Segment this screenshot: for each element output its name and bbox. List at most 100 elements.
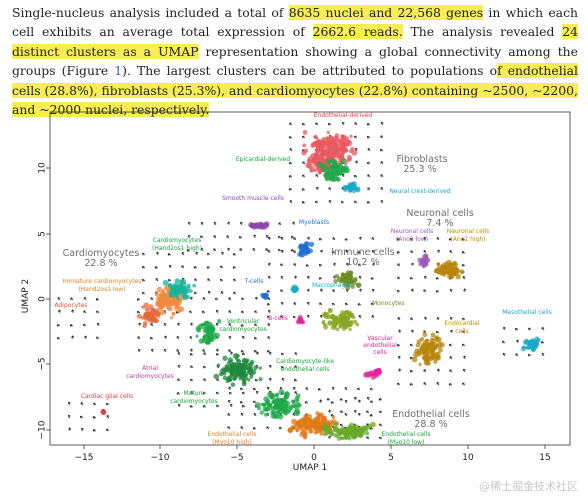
velocity-arrow <box>280 352 285 356</box>
group-label-neu2: 7.4 % <box>426 218 453 229</box>
velocity-arrow <box>200 247 204 252</box>
cell-clusters <box>100 130 541 441</box>
velocity-arrow <box>398 368 402 373</box>
velocity-arrow <box>203 378 207 382</box>
velocity-arrow <box>202 297 206 301</box>
velocity-arrow <box>409 237 414 241</box>
velocity-arrow <box>294 365 298 369</box>
velocity-arrow <box>106 415 110 419</box>
velocity-arrow <box>177 403 181 408</box>
velocity-arrow <box>228 297 232 301</box>
velocity-arrow <box>233 278 237 282</box>
velocity-arrow <box>292 315 297 319</box>
y-tick-label: −10 <box>38 420 48 439</box>
velocity-arrow <box>345 250 349 254</box>
velocity-arrow <box>319 288 324 293</box>
velocity-arrow <box>253 412 257 417</box>
velocity-arrow <box>370 302 375 306</box>
velocity-arrow <box>514 327 519 331</box>
velocity-arrow <box>371 237 375 241</box>
velocity-arrow <box>193 265 198 270</box>
velocity-arrow <box>463 355 467 360</box>
velocity-arrow <box>450 329 454 334</box>
velocity-arrow <box>358 275 362 280</box>
velocity-arrow <box>380 174 384 178</box>
velocity-arrow <box>436 237 440 241</box>
velocity-arrow <box>301 135 306 139</box>
b-cells-cluster <box>296 315 306 325</box>
monocytes-cluster <box>333 270 362 291</box>
velocity-arrow <box>233 291 237 295</box>
velocity-arrow <box>203 352 207 356</box>
velocity-arrow <box>187 234 191 239</box>
velocity-arrow <box>141 291 146 295</box>
paragraph-text: representation showing a global connecti… <box>12 43 578 79</box>
paragraph-text: ). The largest clusters can be attribute… <box>122 63 498 79</box>
velocity-arrow <box>340 200 345 204</box>
ventricular-cardiomyocytes-cluster <box>195 318 222 345</box>
velocity-arrow <box>105 402 110 406</box>
velocity-arrow <box>302 161 306 165</box>
velocity-arrow <box>239 400 244 404</box>
velocity-arrow <box>502 352 506 357</box>
velocity-arrow <box>449 369 453 373</box>
cluster-label-adipo: Adipocytes <box>55 302 88 309</box>
velocity-arrow <box>215 309 219 314</box>
velocity-arrow <box>332 289 336 293</box>
paragraph-text: The analysis revealed <box>402 24 563 40</box>
velocity-arrow <box>227 426 231 430</box>
velocity-arrow <box>372 262 376 267</box>
velocity-arrow <box>318 237 323 241</box>
velocity-arrow <box>410 317 414 321</box>
velocity-arrow <box>71 309 75 314</box>
velocity-arrow <box>293 378 298 382</box>
velocity-arrow <box>301 200 306 205</box>
velocity-arrow <box>278 426 283 430</box>
figure-reference-link[interactable]: 1 <box>114 63 123 79</box>
velocity-arrow <box>238 235 243 239</box>
group-label-imm1: Immune cells <box>331 247 395 258</box>
velocity-arrow <box>541 352 545 357</box>
velocity-arrow <box>255 390 259 395</box>
velocity-arrow <box>213 248 217 252</box>
velocity-arrow <box>380 121 384 126</box>
group-label-imm2: 10.2 % <box>346 257 379 268</box>
velocity-arrow <box>344 412 348 417</box>
velocity-arrow <box>515 353 519 357</box>
velocity-arrow <box>366 135 371 139</box>
velocity-arrow <box>353 396 357 401</box>
y-tick-label: 5 <box>38 231 48 237</box>
neuronal-ano2-cluster <box>417 253 431 269</box>
velocity-arrow <box>268 351 272 356</box>
velocity-arrow <box>409 369 414 373</box>
velocity-arrow <box>333 262 337 267</box>
velocity-arrow <box>357 387 361 391</box>
x-tick-label: 5 <box>388 453 394 463</box>
t-cells-cluster <box>260 292 269 300</box>
velocity-arrow <box>227 413 231 417</box>
cluster-label-neuAno1b: (Ano1 high) <box>450 236 485 243</box>
velocity-arrow <box>396 289 401 293</box>
cluster-label-macro: Macrophages <box>312 282 352 289</box>
velocity-arrow <box>68 427 72 432</box>
x-tick-label: −10 <box>151 453 170 463</box>
cluster-label-vcm: Ventricular <box>227 318 260 325</box>
velocity-arrow <box>461 263 466 267</box>
velocity-arrow <box>359 288 363 293</box>
velocity-arrow <box>288 161 293 165</box>
velocity-arrow <box>448 237 453 241</box>
velocity-arrow <box>379 410 383 414</box>
velocity-arrow <box>328 187 332 191</box>
velocity-arrow <box>200 221 204 226</box>
cluster-label-endoMyo: Endothelial cells <box>208 431 257 438</box>
velocity-arrow <box>345 262 349 267</box>
velocity-arrow <box>378 436 383 440</box>
velocity-arrow <box>378 397 383 402</box>
velocity-arrow <box>228 310 232 314</box>
velocity-arrow <box>436 316 440 321</box>
velocity-arrow <box>328 435 332 440</box>
velocity-arrow <box>215 391 220 395</box>
velocity-arrow <box>423 369 427 373</box>
velocity-arrow <box>167 252 172 257</box>
velocity-arrow <box>435 289 440 293</box>
